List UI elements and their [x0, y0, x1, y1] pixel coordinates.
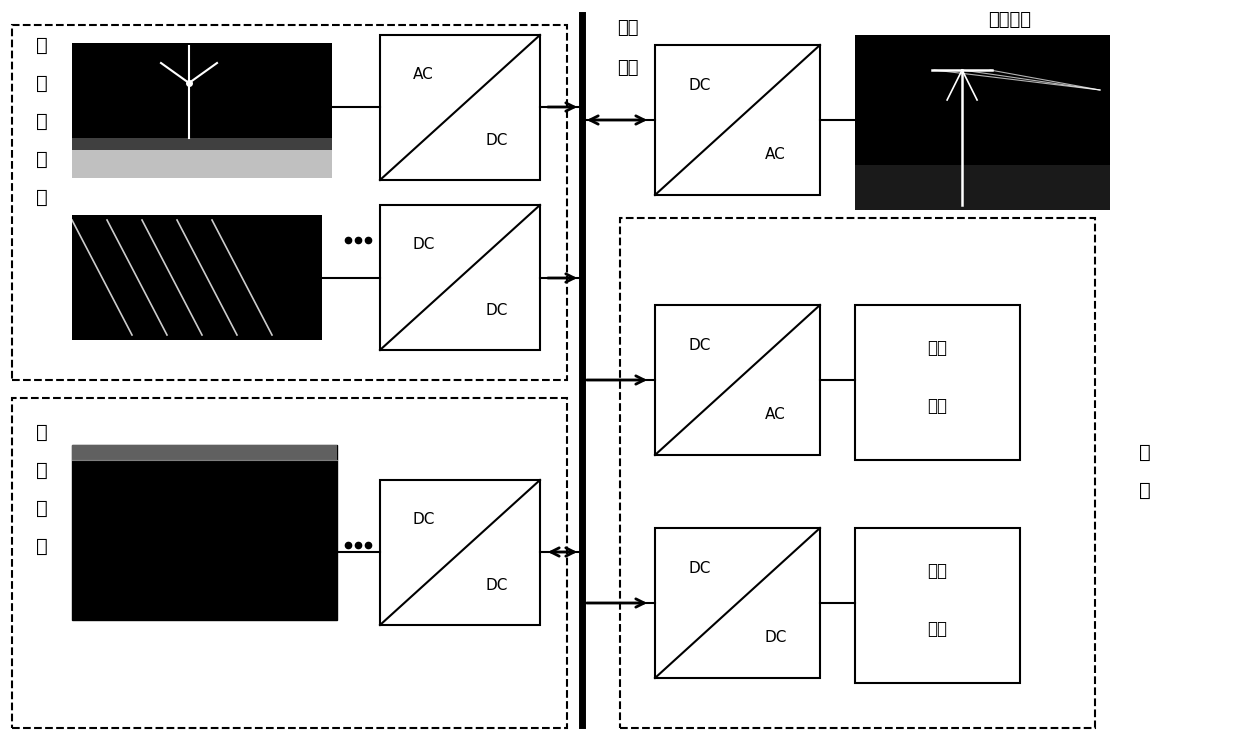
Bar: [856, 305, 1021, 460]
Bar: [620, 218, 1095, 728]
Text: DC: DC: [486, 303, 508, 318]
Bar: [72, 138, 332, 150]
Text: DC: DC: [688, 78, 711, 93]
Bar: [379, 480, 539, 625]
Bar: [379, 205, 539, 350]
Text: 负载: 负载: [928, 620, 947, 638]
Bar: [856, 165, 1110, 210]
Text: 母线: 母线: [618, 59, 639, 77]
Text: 分: 分: [36, 36, 48, 55]
Text: DC: DC: [764, 630, 786, 645]
Bar: [72, 215, 322, 340]
Text: 直流: 直流: [928, 562, 947, 580]
Text: 电: 电: [36, 149, 48, 169]
Bar: [379, 35, 539, 180]
Bar: [655, 45, 820, 195]
Bar: [856, 35, 1110, 210]
Text: AC: AC: [413, 67, 434, 81]
Text: 系: 系: [36, 499, 48, 517]
Bar: [856, 35, 1110, 80]
Bar: [655, 305, 820, 455]
Bar: [72, 150, 332, 178]
Text: AC: AC: [765, 407, 786, 422]
Text: DC: DC: [486, 579, 508, 593]
Bar: [12, 398, 567, 728]
Text: DC: DC: [412, 237, 434, 252]
Text: DC: DC: [688, 561, 711, 576]
Text: 负: 负: [1140, 443, 1151, 462]
Text: 直流: 直流: [618, 19, 639, 37]
Text: 储: 储: [36, 423, 48, 442]
Text: 布: 布: [36, 73, 48, 92]
Text: 式: 式: [36, 112, 48, 130]
Text: DC: DC: [688, 338, 711, 353]
Bar: [655, 528, 820, 678]
Text: 统: 统: [36, 536, 48, 556]
Text: 载: 载: [1140, 480, 1151, 500]
Bar: [72, 43, 332, 178]
Text: DC: DC: [412, 511, 434, 527]
Text: 交流: 交流: [928, 340, 947, 357]
Text: 源: 源: [36, 187, 48, 206]
Bar: [72, 445, 337, 620]
Bar: [12, 25, 567, 380]
Text: 交流电网: 交流电网: [988, 11, 1032, 29]
Bar: [72, 445, 337, 460]
Text: 能: 能: [36, 460, 48, 480]
Text: DC: DC: [486, 133, 508, 148]
Text: 负载: 负载: [928, 397, 947, 414]
Bar: [856, 528, 1021, 683]
Text: AC: AC: [765, 147, 786, 162]
